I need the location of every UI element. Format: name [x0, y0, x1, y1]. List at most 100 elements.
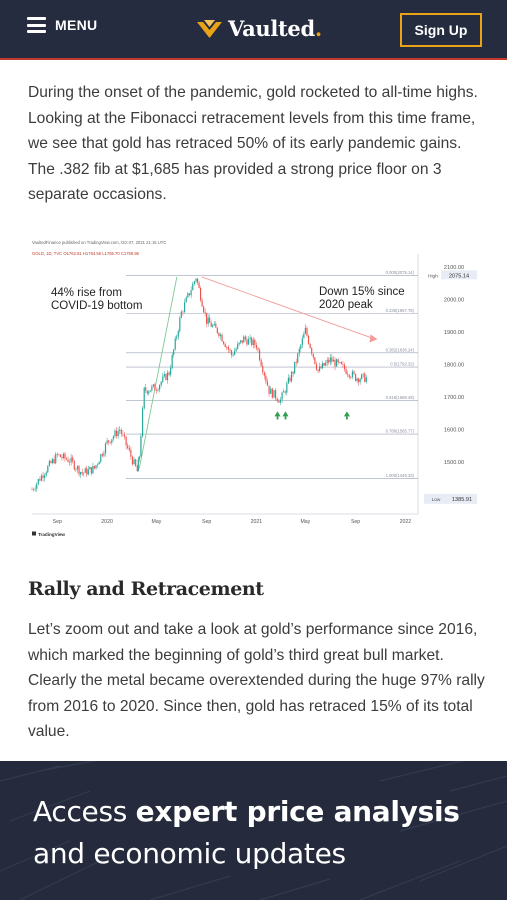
logo-wordmark: Vaulted.: [228, 16, 322, 41]
price-candle-body: [83, 472, 85, 474]
chart-plot-area: [32, 254, 418, 504]
x-tick-label: May: [152, 519, 162, 525]
price-candle-body: [65, 458, 68, 460]
price-candle-body: [95, 465, 97, 469]
rise-trend-line: [138, 276, 178, 469]
price-candle-body: [70, 457, 72, 463]
price-candle-body: [300, 345, 302, 349]
price-candle-body: [309, 343, 311, 349]
price-candle-body: [255, 345, 258, 349]
price-candle-body: [356, 378, 358, 381]
subscribe-banner[interactable]: Access expert price analysis and economi…: [0, 761, 507, 900]
price-candle-body: [207, 317, 209, 324]
banner-headline-line1: Access expert price analysis: [33, 795, 460, 828]
price-candle-body: [128, 448, 130, 451]
price-candle-body: [237, 344, 239, 349]
price-candle-body: [114, 430, 116, 437]
price-candle-body: [140, 436, 142, 457]
price-candle-body: [44, 475, 46, 478]
price-candle-body: [196, 278, 199, 283]
price-candle-body: [127, 445, 129, 449]
price-candle-body: [343, 364, 346, 370]
price-candle-body: [123, 434, 126, 437]
price-candle-body: [174, 338, 176, 350]
price-candle-body: [218, 333, 220, 337]
price-candle-body: [307, 335, 310, 344]
price-candle-body: [75, 469, 77, 470]
price-candle-body: [342, 364, 344, 365]
price-candle-body: [246, 339, 248, 345]
price-candle-body: [87, 469, 89, 475]
price-candle-body: [243, 336, 245, 343]
y-tick-label: 1500.00: [444, 460, 464, 466]
price-candle-body: [100, 454, 102, 462]
price-candle-body: [136, 466, 138, 472]
price-candle-body: [154, 384, 156, 391]
price-candle-body: [219, 334, 222, 337]
price-candle-body: [111, 439, 113, 443]
price-candle-body: [204, 311, 206, 313]
vaulted-logo[interactable]: Vaulted.: [197, 16, 322, 41]
price-candle-body: [101, 454, 103, 456]
price-candle-body: [193, 281, 195, 284]
price-candle-body: [89, 467, 91, 470]
price-candle-body: [262, 365, 264, 373]
price-candle-body: [108, 440, 110, 443]
price-candle-body: [314, 357, 316, 364]
price-candle-body: [137, 459, 139, 472]
price-candle-body: [297, 353, 299, 363]
price-candle-body: [320, 366, 322, 369]
price-candle-body: [122, 434, 124, 435]
price-candle-body: [86, 468, 88, 475]
price-candle-body: [301, 338, 303, 346]
price-candle-body: [198, 282, 200, 289]
price-candle-body: [31, 489, 33, 491]
price-candle-body: [80, 472, 82, 475]
price-candle-body: [232, 355, 234, 356]
x-tick-label: Sep: [202, 519, 211, 525]
article-paragraph-rally: Let’s zoom out and take a look at gold’s…: [28, 621, 485, 740]
price-candle-body: [284, 391, 286, 393]
price-candle-body: [268, 385, 270, 394]
gold-fibonacci-chart: VaultedFinance published on TradingView.…: [26, 232, 481, 540]
price-candle-body: [151, 386, 153, 391]
price-candle-body: [103, 453, 105, 456]
price-candle-body: [32, 489, 35, 491]
price-candle-body: [227, 347, 229, 350]
price-candle-body: [81, 472, 83, 474]
menu-button[interactable]: MENU: [27, 17, 97, 33]
price-candle-body: [306, 327, 308, 336]
price-candle-body: [78, 466, 80, 475]
price-candle-body: [203, 306, 205, 312]
decline-trend-line: [201, 276, 374, 340]
sign-up-button[interactable]: Sign Up: [400, 13, 482, 47]
price-candle-body: [201, 300, 203, 307]
logo-chevron-icon: [197, 19, 222, 38]
price-candle-body: [312, 353, 314, 358]
price-candle-body: [347, 373, 349, 375]
price-candle-body: [359, 379, 361, 383]
price-candle-body: [289, 377, 291, 382]
price-candle-body: [143, 387, 145, 409]
price-candle-body: [93, 465, 96, 469]
price-candle-body: [206, 312, 208, 324]
fib-level-label: 1.000(1449.33): [386, 473, 415, 478]
price-candle-body: [335, 359, 338, 367]
price-candle-body: [155, 390, 158, 391]
price-candle-body: [59, 454, 61, 458]
price-candle-body: [274, 390, 277, 399]
price-candle-body: [226, 346, 228, 348]
price-candle-body: [350, 377, 352, 378]
x-tick-label: Sep: [53, 519, 62, 525]
price-candle-body: [130, 450, 132, 457]
annotation-rise-line1: 44% rise from: [51, 287, 122, 299]
price-candle-body: [303, 333, 305, 339]
price-candle-body: [141, 408, 144, 437]
price-candle-body: [133, 459, 135, 465]
price-candle-body: [351, 371, 354, 378]
low-tag-box: [424, 493, 477, 504]
decline-arrow-head: [369, 334, 378, 343]
price-candle-body: [39, 479, 41, 481]
price-candle-body: [311, 348, 313, 354]
price-candle-body: [326, 359, 328, 363]
